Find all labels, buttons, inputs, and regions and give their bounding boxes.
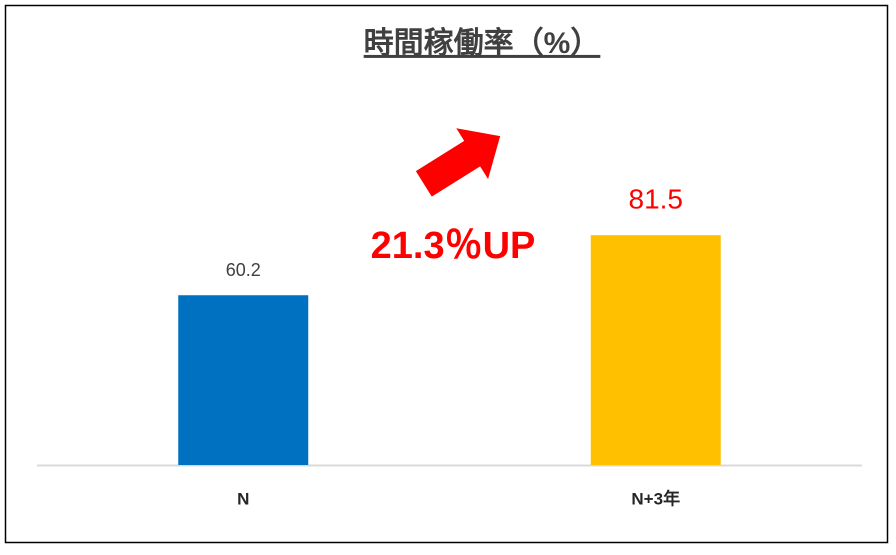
bar bbox=[590, 235, 721, 465]
annotation: 21.3％UP bbox=[371, 225, 536, 267]
value-label: 60.2 bbox=[226, 260, 261, 280]
bar bbox=[178, 295, 309, 465]
x-tick-label: N bbox=[237, 489, 249, 508]
x-tick-label: N+3年 bbox=[631, 488, 680, 508]
arrow bbox=[415, 128, 501, 197]
chart-frame bbox=[4, 4, 889, 544]
value-label: 81.5 bbox=[629, 184, 684, 215]
chart-title: 時間稼働率（%） bbox=[364, 26, 601, 60]
